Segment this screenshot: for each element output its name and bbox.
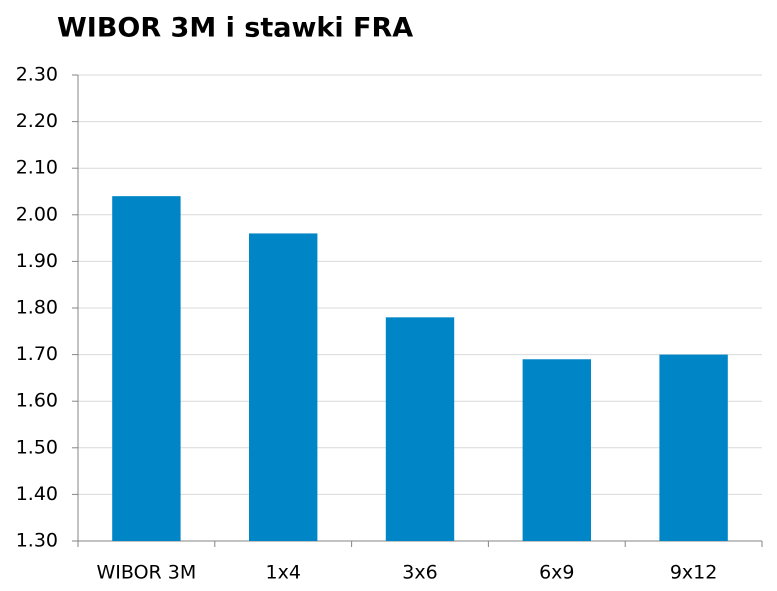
x-tick-label: 6x9: [539, 562, 574, 584]
x-tick-label: 9x12: [670, 562, 718, 584]
y-tick-label: 1.40: [16, 483, 58, 505]
chart-title: WIBOR 3M i stawki FRA: [57, 13, 413, 44]
bar: [522, 359, 591, 541]
bar: [112, 196, 181, 541]
y-tick-label: 1.80: [16, 297, 58, 319]
y-tick-label: 2.00: [16, 203, 58, 225]
y-tick-label: 1.70: [16, 343, 58, 365]
y-tick-label: 1.90: [16, 250, 58, 272]
y-tick-label: 1.60: [16, 390, 58, 412]
y-tick-label: 1.50: [16, 436, 58, 458]
x-tick-label: WIBOR 3M: [97, 562, 197, 584]
x-tick-label: 3x6: [402, 562, 437, 584]
bar: [249, 233, 318, 541]
x-tick-label: 1x4: [265, 562, 300, 584]
y-tick-label: 2.10: [16, 157, 58, 179]
bar: [659, 354, 728, 541]
y-tick-label: 2.20: [16, 110, 58, 132]
y-tick-label: 1.30: [16, 530, 58, 552]
y-tick-label: 2.30: [16, 64, 58, 86]
bar: [385, 317, 455, 541]
